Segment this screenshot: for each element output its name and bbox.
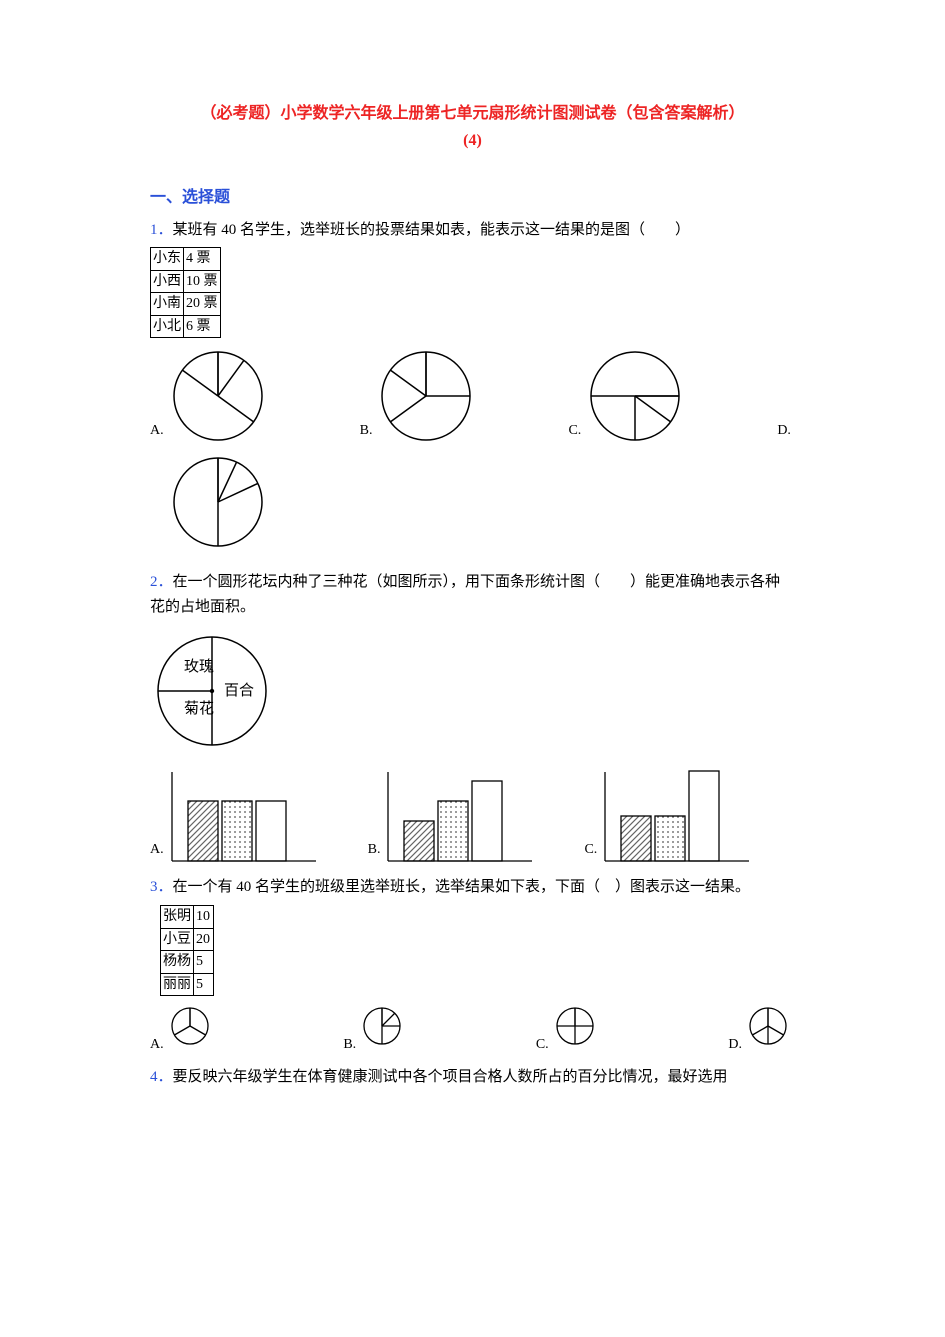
cell: 20 票 — [184, 293, 221, 316]
table-row: 丽丽5 — [161, 973, 214, 996]
q2-options: A. B. C. — [150, 770, 795, 865]
cell: 5 — [194, 973, 214, 996]
title-line2: (4) — [463, 132, 482, 149]
q4-body: 要反映六年级学生在体育健康测试中各个项目合格人数所占的百分比情况，最好选用 — [173, 1069, 728, 1085]
q1-options-row1: A. B. C. D. — [150, 346, 795, 446]
cell: 10 票 — [184, 270, 221, 293]
q3-option-b: B. — [343, 1004, 404, 1059]
page-title: （必考题）小学数学六年级上册第七单元扇形统计图测试卷（包含答案解析） (4) — [150, 100, 795, 154]
q3-option-d: D. — [728, 1004, 790, 1059]
option-label-c: C. — [584, 838, 597, 866]
flower-rose-label: 玫瑰 — [184, 658, 214, 675]
q2-bar-b — [384, 770, 534, 865]
q3-text: 3．在一个有 40 名学生的班级里选举班长，选举结果如下表，下面（ ）图表示这一… — [150, 875, 795, 901]
q2-option-b: B. — [368, 770, 535, 865]
q2-body: 在一个圆形花坛内种了三种花（如图所示），用下面条形统计图（ ）能更准确地表示各种… — [150, 574, 780, 616]
cell: 小豆 — [161, 928, 194, 951]
q4-text: 4．要反映六年级学生在体育健康测试中各个项目合格人数所占的百分比情况，最好选用 — [150, 1065, 795, 1091]
cell: 杨杨 — [161, 951, 194, 974]
cell: 6 票 — [184, 315, 221, 338]
cell: 20 — [194, 928, 214, 951]
q1-option-a: A. — [150, 346, 268, 446]
q4-number: 4． — [150, 1069, 173, 1085]
cell: 10 — [194, 905, 214, 928]
q1-option-d-pie — [150, 452, 795, 562]
q3-option-a: A. — [150, 1004, 212, 1059]
section-1-heading: 一、选择题 — [150, 184, 795, 211]
option-label-d: D. — [728, 1033, 742, 1059]
flower-chrys-label: 菊花 — [184, 700, 214, 717]
cell: 小南 — [151, 293, 184, 316]
q3-pie-d — [746, 1004, 790, 1059]
option-label-c: C. — [536, 1033, 549, 1059]
option-label-d: D. — [777, 419, 791, 447]
q3-number: 3． — [150, 879, 173, 895]
q3-option-c: C. — [536, 1004, 597, 1059]
cell: 5 — [194, 951, 214, 974]
q1-option-c: C. — [568, 346, 685, 446]
q3-table: 张明10 小豆20 杨杨5 丽丽5 — [160, 905, 214, 996]
cell: 4 票 — [184, 248, 221, 271]
option-label-c: C. — [568, 419, 581, 447]
q1-pie-b — [376, 346, 476, 446]
option-label-a: A. — [150, 838, 164, 866]
q1-number: 1． — [150, 222, 173, 238]
q3-body: 在一个有 40 名学生的班级里选举班长，选举结果如下表，下面（ ）图表示这一结果… — [173, 879, 751, 895]
option-label-b: B. — [343, 1033, 356, 1059]
option-label-a: A. — [150, 419, 164, 447]
q3-pie-b — [360, 1004, 404, 1059]
cell: 张明 — [161, 905, 194, 928]
q1-text: 1．某班有 40 名学生，选举班长的投票结果如表，能表示这一结果的是图（ ） — [150, 218, 795, 244]
cell: 小东 — [151, 248, 184, 271]
q1-pie-c — [585, 346, 685, 446]
title-line1: （必考题）小学数学六年级上册第七单元扇形统计图测试卷（包含答案解析） — [200, 105, 744, 122]
q2-number: 2． — [150, 574, 173, 590]
q3-pie-a — [168, 1004, 212, 1059]
table-row: 小豆20 — [161, 928, 214, 951]
table-row: 张明10 — [161, 905, 214, 928]
q1-body: 某班有 40 名学生，选举班长的投票结果如表，能表示这一结果的是图（ ） — [173, 222, 691, 238]
option-label-b: B. — [360, 419, 373, 447]
table-row: 小东4 票 — [151, 248, 221, 271]
q1-pie-a — [168, 346, 268, 446]
q3-options: A. B. C. D. — [150, 1004, 790, 1059]
cell: 小北 — [151, 315, 184, 338]
q1-table: 小东4 票 小西10 票 小南20 票 小北6 票 — [150, 247, 221, 338]
q3-pie-c — [553, 1004, 597, 1059]
option-label-a: A. — [150, 1033, 164, 1059]
table-row: 杨杨5 — [161, 951, 214, 974]
q2-bar-c — [601, 770, 751, 865]
q1-pie-d — [168, 452, 268, 552]
flower-pie-svg: 玫瑰 菊花 百合 — [150, 631, 290, 751]
option-label-b: B. — [368, 838, 381, 866]
q2-text: 2．在一个圆形花坛内种了三种花（如图所示），用下面条形统计图（ ）能更准确地表示… — [150, 570, 795, 621]
q2-bar-a — [168, 770, 318, 865]
table-row: 小西10 票 — [151, 270, 221, 293]
table-row: 小北6 票 — [151, 315, 221, 338]
table-row: 小南20 票 — [151, 293, 221, 316]
cell: 小西 — [151, 270, 184, 293]
cell: 丽丽 — [161, 973, 194, 996]
q1-option-b: B. — [360, 346, 477, 446]
q2-option-a: A. — [150, 770, 318, 865]
q2-option-c: C. — [584, 770, 751, 865]
q2-flower-pie: 玫瑰 菊花 百合 — [150, 631, 795, 761]
flower-lily-label: 百合 — [224, 682, 254, 699]
